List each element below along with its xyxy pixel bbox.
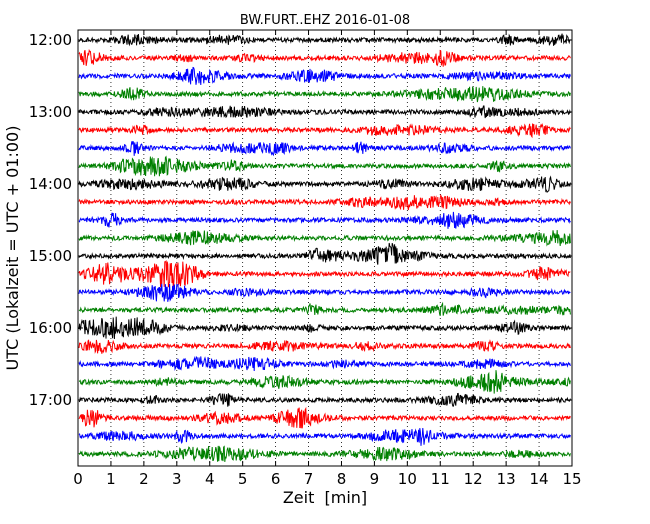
x-tick-label: 13 xyxy=(497,470,516,488)
y-axis-label: UTC (Lokalzeit = UTC + 01:00) xyxy=(3,126,22,371)
y-tick-label: 13:00 xyxy=(29,103,72,121)
trace-1430 xyxy=(78,211,571,229)
x-axis-label: Zeit [min] xyxy=(283,488,367,507)
x-tick-label: 8 xyxy=(337,470,347,488)
x-tick-label: 2 xyxy=(139,470,149,488)
x-tick-label: 10 xyxy=(398,470,417,488)
x-tick-label: 12 xyxy=(464,470,483,488)
y-axis: 12:00 13:00 14:00 15:00 16:00 17:00 xyxy=(29,31,572,409)
grid-lines xyxy=(110,30,540,466)
trace-1200 xyxy=(78,33,571,47)
trace-1245 xyxy=(78,86,571,103)
x-tick-label: 5 xyxy=(238,470,248,488)
x-tick-label: 4 xyxy=(205,470,215,488)
trace-1645 xyxy=(79,370,571,394)
trace-1400 xyxy=(78,175,571,193)
trace-1600 xyxy=(78,316,571,340)
x-tick-label: 6 xyxy=(271,470,281,488)
trace-1615 xyxy=(78,339,571,354)
y-tick-label: 15:00 xyxy=(29,247,72,265)
trace-1715 xyxy=(78,406,571,429)
x-tick-label: 0 xyxy=(73,470,83,488)
x-tick-label: 9 xyxy=(370,470,380,488)
trace-1230 xyxy=(78,66,571,86)
x-tick-label: 11 xyxy=(431,470,450,488)
x-tick-label: 3 xyxy=(172,470,182,488)
trace-1630 xyxy=(78,355,571,372)
x-tick-label: 7 xyxy=(304,470,314,488)
trace-1745 xyxy=(78,445,571,462)
plot-frame xyxy=(77,29,573,467)
x-tick-label: 1 xyxy=(106,470,116,488)
trace-1315 xyxy=(78,123,571,139)
y-tick-label: 17:00 xyxy=(29,391,72,409)
y-tick-label: 16:00 xyxy=(29,319,72,337)
y-tick-label: 12:00 xyxy=(29,31,72,49)
trace-1415 xyxy=(78,193,571,211)
chart-title: BW.FURT..EHZ 2016-01-08 xyxy=(240,13,410,28)
y-tick-label: 14:00 xyxy=(29,175,72,193)
traces xyxy=(78,33,571,462)
trace-1300 xyxy=(78,105,571,119)
x-axis: 0 1 2 3 4 5 6 7 8 9 10 11 12 13 14 15 xyxy=(73,30,582,488)
trace-1215 xyxy=(78,48,571,67)
trace-1700 xyxy=(78,392,571,407)
trace-1330 xyxy=(78,141,571,157)
x-tick-label: 14 xyxy=(530,470,549,488)
trace-1515 xyxy=(78,259,571,288)
trace-1500 xyxy=(78,242,571,265)
trace-1445 xyxy=(78,230,571,247)
trace-1545 xyxy=(78,301,571,316)
trace-1530 xyxy=(78,283,571,302)
trace-1345 xyxy=(78,155,571,177)
trace-1730 xyxy=(78,427,571,446)
x-tick-label: 15 xyxy=(562,470,581,488)
